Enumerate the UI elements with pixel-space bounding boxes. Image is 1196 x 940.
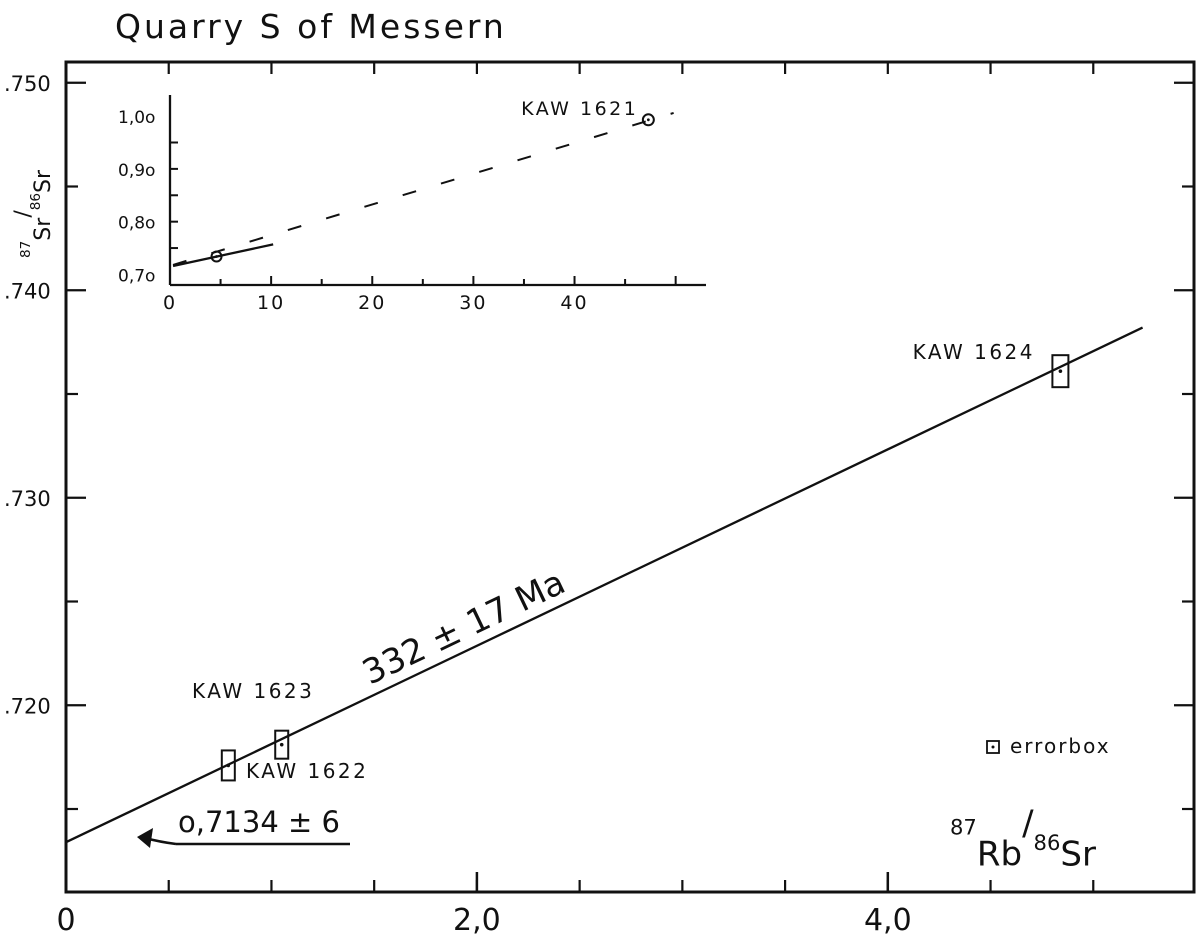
inset-x-tick-label: 40 [560, 292, 588, 314]
inset-solid-line [172, 243, 274, 268]
inset-y-tick-label: 0,9o [118, 161, 155, 181]
isochron-line [65, 326, 1144, 844]
main-plot: 0 2,0 4,0 .720 .730 .740 .750 332 ± 17 Ma KAW 16… [4, 60, 1196, 938]
legend-label: errorbox [1010, 734, 1111, 758]
data-point [226, 763, 231, 768]
y-tick-label: .750 [4, 72, 51, 96]
inset-x-tick-label: 20 [358, 292, 386, 314]
intercept-arrow-head [137, 828, 153, 848]
x-tick-label: 0 [56, 903, 75, 938]
legend-errorbox-dot [991, 745, 995, 749]
y-tick-label: .720 [4, 694, 51, 718]
inset-y-tick-label: 0,7o [118, 266, 155, 286]
errorbox [274, 729, 290, 760]
errorbox [220, 749, 236, 782]
point-label: KAW 1623 [192, 679, 314, 703]
age-label: 332 ± 17 Ma [356, 562, 571, 693]
point-label: KAW 1624 [913, 340, 1035, 364]
inset-x-tick-label: 10 [257, 292, 285, 314]
inset-data-point-center [646, 118, 650, 122]
intercept-label: o,7134 ± 6 [178, 805, 340, 839]
inset-data-point-center [215, 255, 218, 258]
legend-errorbox-icon [986, 740, 1000, 754]
chart-title: Quarry S of Messern [115, 7, 507, 46]
y-tick-label: .740 [4, 279, 51, 303]
plot-frame [64, 60, 1196, 894]
inset-y-axis-label: 87Sr/86Sr [11, 169, 56, 258]
y-tick-label: .730 [4, 487, 51, 511]
inset-y-tick-label: 1,0o [118, 108, 155, 128]
data-point [279, 742, 284, 747]
inset-data-point [641, 113, 655, 127]
inset-point-label: KAW 1621 [521, 98, 638, 120]
x-axis-label: 87Rb/86Sr [950, 804, 1096, 875]
inset-dashed-line [172, 111, 674, 266]
x-tick-label: 2,0 [453, 903, 501, 938]
inset-y-tick-label: 0,8o [118, 214, 155, 234]
point-label: KAW 1622 [246, 759, 368, 783]
data-point [1058, 369, 1063, 373]
x-tick-label: 4,0 [864, 903, 912, 938]
inset-data-point [210, 250, 223, 263]
errorbox [1051, 354, 1070, 389]
inset-plot: 0 10 20 30 40 0,7o 0,8o 0,9o 1,0o KAW 1621 87Sr/86… [11, 95, 706, 314]
inset-x-tick-label: 30 [459, 292, 487, 314]
inset-x-tick-label: 0 [163, 292, 177, 314]
